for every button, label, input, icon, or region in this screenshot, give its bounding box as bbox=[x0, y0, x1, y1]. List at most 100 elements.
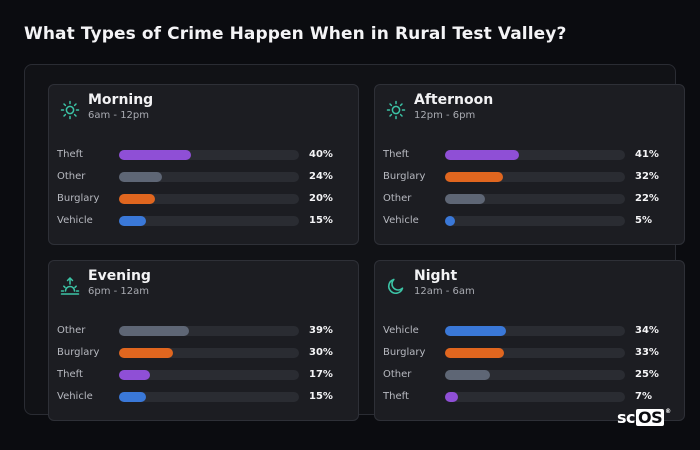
bar-track bbox=[445, 194, 625, 204]
bar-burglary bbox=[119, 194, 155, 204]
value-label: 41% bbox=[635, 149, 659, 160]
value-label: 20% bbox=[309, 193, 333, 204]
value-label: 5% bbox=[635, 215, 652, 226]
bar-vehicle bbox=[445, 216, 455, 226]
bar-theft bbox=[445, 392, 458, 402]
value-label: 17% bbox=[309, 369, 333, 380]
bar-other bbox=[119, 172, 162, 182]
bar-row: Burglary 33% bbox=[375, 346, 684, 360]
bar-other bbox=[445, 194, 485, 204]
card-time-range: 12am - 6am bbox=[414, 286, 475, 297]
bar-row: Vehicle 5% bbox=[375, 214, 684, 228]
moon-icon bbox=[386, 276, 406, 296]
category-label: Burglary bbox=[383, 347, 426, 358]
sun-icon bbox=[386, 100, 406, 120]
category-label: Vehicle bbox=[57, 215, 93, 226]
bar-row: Theft 7% bbox=[375, 390, 684, 404]
bar-row: Theft 40% bbox=[49, 148, 358, 162]
value-label: 15% bbox=[309, 215, 333, 226]
bar-track bbox=[445, 392, 625, 402]
category-label: Other bbox=[57, 171, 86, 182]
bar-row: Theft 41% bbox=[375, 148, 684, 162]
value-label: 24% bbox=[309, 171, 333, 182]
card-title: Morning bbox=[88, 92, 154, 108]
value-label: 25% bbox=[635, 369, 659, 380]
value-label: 40% bbox=[309, 149, 333, 160]
bar-track bbox=[119, 348, 299, 358]
bar-track bbox=[119, 392, 299, 402]
bar-vehicle bbox=[445, 326, 506, 336]
bar-theft bbox=[119, 150, 191, 160]
bar-burglary bbox=[445, 172, 503, 182]
bar-track bbox=[119, 194, 299, 204]
bar-burglary bbox=[445, 348, 504, 358]
category-label: Vehicle bbox=[383, 215, 419, 226]
value-label: 33% bbox=[635, 347, 659, 358]
category-label: Theft bbox=[57, 369, 83, 380]
value-label: 34% bbox=[635, 325, 659, 336]
category-label: Other bbox=[383, 193, 412, 204]
bar-track bbox=[119, 150, 299, 160]
value-label: 32% bbox=[635, 171, 659, 182]
value-label: 22% bbox=[635, 193, 659, 204]
bar-row: Vehicle 15% bbox=[49, 214, 358, 228]
bar-row: Other 39% bbox=[49, 324, 358, 338]
sun-icon bbox=[60, 100, 80, 120]
bar-row: Vehicle 15% bbox=[49, 390, 358, 404]
bar-other bbox=[119, 326, 189, 336]
chart-card-night: Night 12am - 6am Vehicle 34% Burglary 33% Othe… bbox=[374, 260, 685, 421]
bar-vehicle bbox=[119, 392, 146, 402]
card-time-range: 6am - 12pm bbox=[88, 110, 150, 121]
card-title: Night bbox=[414, 268, 458, 284]
category-label: Other bbox=[383, 369, 412, 380]
bar-track bbox=[445, 150, 625, 160]
logo-box: OS bbox=[636, 408, 665, 427]
bar-vehicle bbox=[119, 216, 146, 226]
category-label: Burglary bbox=[57, 347, 100, 358]
bar-burglary bbox=[119, 348, 173, 358]
category-label: Vehicle bbox=[57, 391, 93, 402]
category-label: Other bbox=[57, 325, 86, 336]
bar-row: Other 24% bbox=[49, 170, 358, 184]
bar-track bbox=[445, 326, 625, 336]
category-label: Vehicle bbox=[383, 325, 419, 336]
bar-track bbox=[119, 326, 299, 336]
bar-row: Vehicle 34% bbox=[375, 324, 684, 338]
sunset-icon bbox=[60, 276, 80, 296]
value-label: 39% bbox=[309, 325, 333, 336]
bar-track bbox=[445, 172, 625, 182]
card-title: Afternoon bbox=[414, 92, 494, 108]
bar-theft bbox=[445, 150, 519, 160]
bar-track bbox=[445, 370, 625, 380]
category-label: Theft bbox=[383, 391, 409, 402]
bar-other bbox=[445, 370, 490, 380]
category-label: Theft bbox=[57, 149, 83, 160]
logo-prefix: sc bbox=[617, 408, 636, 427]
bar-track bbox=[119, 172, 299, 182]
brand-logo: sc OS ® bbox=[617, 408, 671, 427]
bar-track bbox=[445, 216, 625, 226]
bar-track bbox=[119, 370, 299, 380]
bar-theft bbox=[119, 370, 150, 380]
bar-row: Other 22% bbox=[375, 192, 684, 206]
bar-track bbox=[445, 348, 625, 358]
bar-row: Burglary 20% bbox=[49, 192, 358, 206]
category-label: Burglary bbox=[383, 171, 426, 182]
bar-row: Other 25% bbox=[375, 368, 684, 382]
card-time-range: 6pm - 12am bbox=[88, 286, 150, 297]
chart-title: What Types of Crime Happen When in Rural… bbox=[24, 24, 567, 44]
card-time-range: 12pm - 6pm bbox=[414, 110, 476, 121]
category-label: Theft bbox=[383, 149, 409, 160]
value-label: 30% bbox=[309, 347, 333, 358]
category-label: Burglary bbox=[57, 193, 100, 204]
chart-card-afternoon: Afternoon 12pm - 6pm Theft 41% Burglary 32% Ot… bbox=[374, 84, 685, 245]
chart-card-evening: Evening 6pm - 12am Other 39% Burglary 30% Thef… bbox=[48, 260, 359, 421]
card-title: Evening bbox=[88, 268, 151, 284]
value-label: 15% bbox=[309, 391, 333, 402]
bar-row: Burglary 32% bbox=[375, 170, 684, 184]
bar-track bbox=[119, 216, 299, 226]
bar-row: Burglary 30% bbox=[49, 346, 358, 360]
chart-card-morning: Morning 6am - 12pm Theft 40% Other 24% Burglar… bbox=[48, 84, 359, 245]
registered-mark: ® bbox=[665, 408, 671, 415]
value-label: 7% bbox=[635, 391, 652, 402]
